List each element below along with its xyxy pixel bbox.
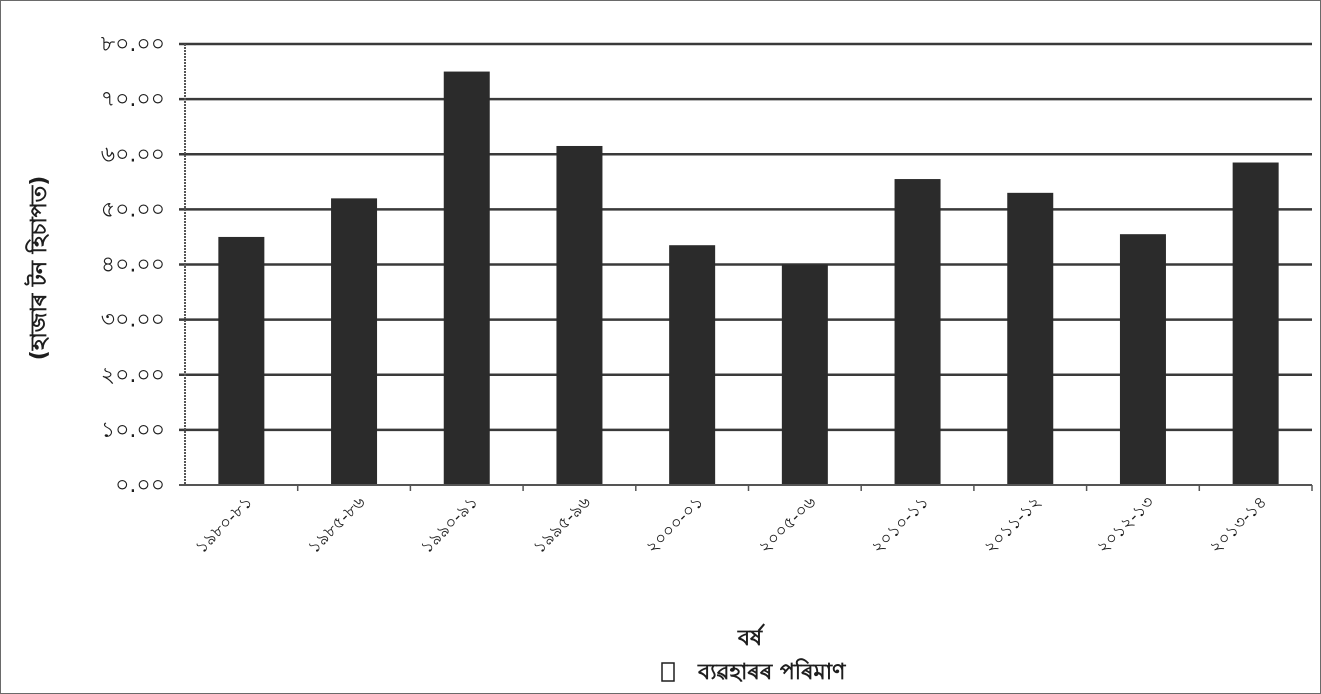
- y-tick-label: ৫০.০০: [101, 197, 165, 222]
- legend-label: ব্যৱহাৰৰ পৰিমাণ: [697, 658, 846, 685]
- y-tick-labels: ০.০০ ১০.০০ ২০.০০ ৩০.০০ ৪০.০০ ৫০.০০ ৬০.০০ ৭০.০০ ৮…: [101, 32, 165, 498]
- x-tick-labels: ১৯৮০-৮১ ১৯৮৫-৮৬ ১৯৯০-৯১ ১৯৯৫-৯৬ ২০০০-০১ ২০০৫-…: [192, 492, 1272, 557]
- axes: [184, 44, 1313, 491]
- x-tick-label: ১৯৯৫-৯৬: [530, 492, 595, 557]
- x-tick-label: ২০১০-১১: [868, 492, 933, 557]
- x-tick-label: ২০০৫-০৬: [755, 492, 820, 557]
- x-tick-label: ২০১১-১২: [980, 492, 1045, 557]
- y-tick-label: ৪০.০০: [101, 253, 165, 278]
- bar: [781, 264, 828, 485]
- legend-swatch: [661, 662, 675, 682]
- bar: [556, 145, 603, 485]
- x-tick-label: ১৯৯০-৯১: [417, 492, 482, 557]
- x-tick-label: ১৯৮০-৮১: [192, 492, 257, 557]
- y-tick-label: ৮০.০০: [101, 32, 165, 57]
- y-tick-label: ৭০.০০: [101, 87, 165, 112]
- x-tick-label: ২০১২-১৩: [1093, 492, 1158, 557]
- bar: [218, 236, 265, 485]
- bar: [443, 71, 490, 485]
- bar: [1119, 234, 1166, 485]
- y-tick-label: ৬০.০০: [101, 142, 165, 167]
- x-tick-label: ২০১৩-১৪: [1206, 492, 1271, 557]
- y-tick-label: ১০.০০: [101, 418, 165, 443]
- bar: [669, 245, 716, 485]
- legend: ব্যৱহাৰৰ পৰিমাণ: [661, 658, 846, 685]
- x-tick-label: ২০০০-০১: [642, 492, 707, 557]
- y-tick-label: ০.০০: [115, 473, 165, 498]
- y-axis-label: (হাজাৰ টন হিচাপত): [24, 176, 52, 360]
- bar: [1232, 162, 1279, 486]
- x-axis-label: বৰ্ষ: [737, 623, 766, 651]
- bar: [1007, 192, 1054, 485]
- y-tick-label: ৩০.০০: [101, 308, 165, 333]
- y-tick-label: ২০.০০: [101, 363, 165, 388]
- bars: [218, 71, 1279, 486]
- x-tick-label: ১৯৮৫-৮৬: [304, 492, 369, 557]
- bar: [331, 198, 378, 485]
- bar: [894, 179, 941, 485]
